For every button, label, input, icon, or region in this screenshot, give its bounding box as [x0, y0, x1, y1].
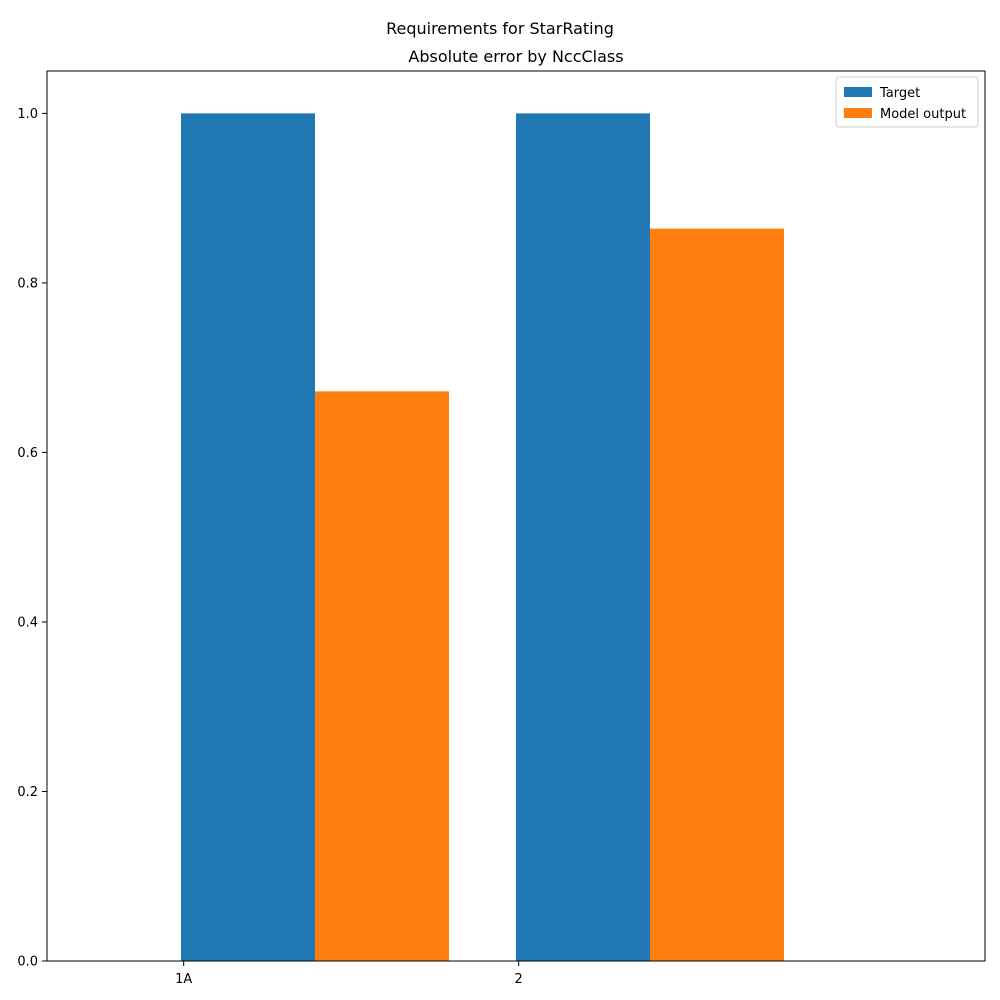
y-tick-label: 0.2 [17, 785, 38, 800]
legend: Target Model output [835, 76, 979, 128]
legend-swatch [844, 87, 872, 97]
bar-target-1a [181, 113, 315, 961]
x-tick-label: 1A [175, 972, 192, 987]
y-tick-label: 0.8 [17, 276, 38, 291]
y-tick-label: 0.0 [17, 955, 38, 970]
legend-label: Model output [880, 107, 966, 122]
bar-target-2 [516, 113, 650, 961]
y-tick-label: 1.0 [17, 107, 38, 122]
chart-title: Absolute error by NccClass [408, 47, 623, 66]
y-tick-label: 0.6 [17, 446, 38, 461]
legend-swatch [844, 108, 872, 118]
bar-model-output-1a [315, 391, 449, 961]
x-tick-label: 2 [515, 972, 523, 987]
bar-model-output-2 [650, 228, 784, 961]
bars-group [181, 113, 784, 961]
y-tick-label: 0.4 [17, 615, 38, 630]
axes-group: 0.0 0.2 0.4 0.6 0.8 1.0 1A 2 [17, 70, 986, 987]
plot-frame [46, 70, 986, 962]
chart-suptitle: Requirements for StarRating [386, 19, 614, 38]
legend-label: Target [879, 86, 920, 101]
